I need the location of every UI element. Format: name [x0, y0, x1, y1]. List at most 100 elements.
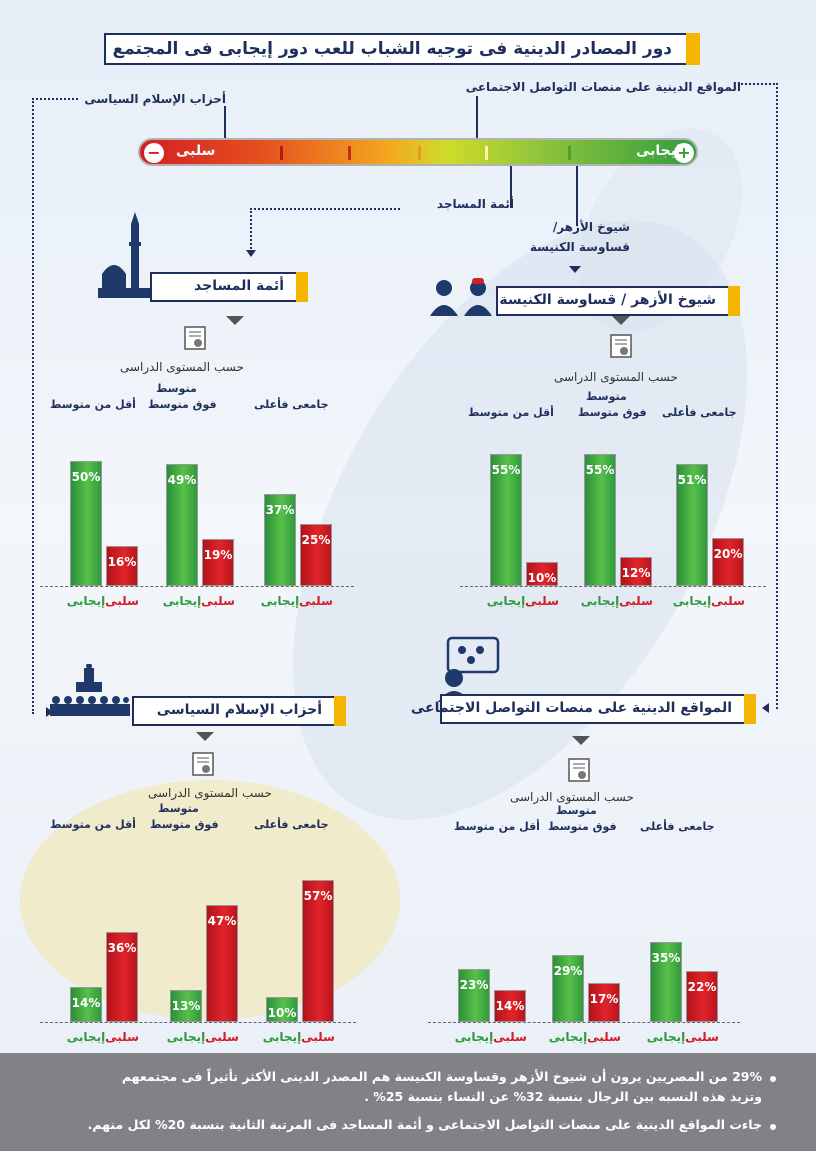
- certificate-icon: [192, 752, 214, 776]
- callout-parties: أحزاب الإسلام السياسى: [84, 92, 226, 106]
- social-header: المواقع الدينية على منصات التواصل الاجتم…: [411, 694, 756, 724]
- left-dotted-connector: [32, 98, 78, 714]
- bar-name-positive: إيجابى: [260, 594, 300, 608]
- bar-value-label: 25%: [301, 532, 331, 547]
- bar-name-negative: سلبى: [685, 1030, 719, 1044]
- parties-header-text: أحزاب الإسلام السياسى: [156, 702, 322, 718]
- scale-tick: [568, 146, 571, 160]
- callout-azhar-1: شيوخ الأزهر/: [552, 220, 630, 234]
- column-label: جامعى فأعلى: [254, 398, 329, 411]
- bar-name-positive: إيجابى: [486, 594, 526, 608]
- azhar-subtitle: حسب المستوى الدراسى: [554, 370, 678, 384]
- mosque-dotted-connector: [250, 208, 400, 252]
- bar-value-label: 17%: [589, 991, 619, 1006]
- parties-header-accent: [334, 696, 346, 726]
- parties-header: أحزاب الإسلام السياسى: [132, 696, 346, 726]
- scale-tick: [280, 146, 283, 160]
- social-header-text: المواقع الدينية على منصات التواصل الاجتم…: [410, 700, 732, 716]
- right-arrow-head: [762, 703, 769, 713]
- clergy-icon: [430, 278, 492, 316]
- bar-value-label: 35%: [651, 950, 681, 965]
- bar-name-positive: إيجابى: [262, 1030, 302, 1044]
- title-banner: دور المصادر الدينية فى توجيه الشباب للعب…: [104, 33, 700, 65]
- column-label: متوسط: [156, 382, 197, 395]
- bar-value-label: 12%: [621, 566, 651, 581]
- azhar-header-accent: [728, 286, 740, 316]
- bar-name-negative: سلبى: [105, 1030, 139, 1044]
- mosques-header-text: أئمة المساجد: [194, 278, 284, 294]
- callout-social: المواقع الدينية على منصات التواصل الاجتم…: [465, 80, 741, 94]
- column-label: فوق متوسط: [150, 818, 219, 831]
- bar-negative: 14%: [494, 989, 526, 1022]
- scale-tick: [485, 146, 488, 160]
- bar-positive: 37%: [264, 493, 296, 586]
- column-label: أقل من متوسط: [454, 820, 540, 833]
- bar-negative: 19%: [202, 538, 234, 586]
- column-label: فوق متوسط: [548, 820, 617, 833]
- right-dotted-connector: [738, 83, 778, 709]
- callout-azhar-2: قساوسة الكنيسة: [529, 240, 630, 254]
- column-label: أقل من متوسط: [50, 398, 136, 411]
- column-label: متوسط: [158, 802, 199, 815]
- bar-negative: 16%: [106, 546, 138, 586]
- bar-positive: 55%: [584, 454, 616, 586]
- azhar-pointer-icon: [612, 316, 630, 325]
- mosques-header: أئمة المساجد: [150, 272, 308, 302]
- bar-value-label: 57%: [303, 888, 333, 903]
- parties-pointer-icon: [196, 732, 214, 741]
- crowd-podium-icon: [50, 664, 130, 716]
- footer-notes: 29% من المصريين يرون أن شيوخ الأزهر وقسا…: [0, 1053, 816, 1151]
- bar-name-negative: سلبى: [299, 594, 333, 608]
- minus-icon: −: [144, 143, 164, 163]
- bar-value-label: 13%: [171, 998, 201, 1013]
- bar-name-positive: إيجابى: [162, 594, 202, 608]
- bar-name-negative: سلبى: [525, 594, 559, 608]
- bar-name-positive: إيجابى: [580, 594, 620, 608]
- bar-value-label: 10%: [527, 571, 557, 585]
- bar-name-negative: سلبى: [587, 1030, 621, 1044]
- callout-parties-line: [224, 106, 226, 140]
- bar-name-negative: سلبى: [201, 594, 235, 608]
- bar-positive: 55%: [490, 454, 522, 586]
- scale-positive-label: إيجابى: [636, 143, 681, 159]
- left-arrow-head: [46, 707, 53, 717]
- bar-negative: 10%: [526, 562, 558, 586]
- certificate-icon: [568, 758, 590, 782]
- bar-value-label: 51%: [677, 472, 707, 487]
- bar-positive: 14%: [70, 987, 102, 1022]
- bar-value-label: 29%: [553, 964, 583, 979]
- bar-value-label: 36%: [107, 941, 137, 955]
- bar-positive: 23%: [458, 969, 490, 1022]
- page-title: دور المصادر الدينية فى توجيه الشباب للعب…: [112, 39, 672, 59]
- scale-negative-label: سلبى: [176, 143, 216, 159]
- social-subtitle: حسب المستوى الدراسى: [510, 790, 634, 804]
- bar-value-label: 49%: [167, 472, 197, 487]
- bar-name-negative: سلبى: [619, 594, 653, 608]
- azhar-baseline: [460, 586, 766, 587]
- bar-negative: 57%: [302, 879, 334, 1022]
- column-label: متوسط: [586, 390, 627, 403]
- scale-tick: [418, 146, 421, 160]
- parties-baseline: [40, 1022, 356, 1023]
- footer-line-2: وتزيد هذه النسبه بين الرجال بنسبة 32% عن…: [364, 1089, 762, 1104]
- bullet-icon: [770, 1124, 776, 1130]
- mosques-header-accent: [296, 272, 308, 302]
- scale-tick: [348, 146, 351, 160]
- bar-name-negative: سلبى: [301, 1030, 335, 1044]
- bar-negative: 12%: [620, 557, 652, 586]
- bar-value-label: 10%: [267, 1006, 297, 1020]
- azhar-arrow-head: [569, 266, 581, 273]
- mosques-baseline: [40, 586, 354, 587]
- bar-value-label: 16%: [107, 555, 137, 569]
- bar-name-negative: سلبى: [105, 594, 139, 608]
- bar-positive: 10%: [266, 997, 298, 1022]
- bar-negative: 20%: [712, 538, 744, 586]
- bar-positive: 13%: [170, 989, 202, 1022]
- column-label: فوق متوسط: [148, 398, 217, 411]
- bar-negative: 36%: [106, 932, 138, 1022]
- bar-value-label: 55%: [491, 463, 521, 477]
- bar-value-label: 20%: [713, 547, 743, 561]
- bar-positive: 35%: [650, 941, 682, 1022]
- mosques-pointer-icon: [226, 316, 244, 325]
- social-pointer-icon: [572, 736, 590, 745]
